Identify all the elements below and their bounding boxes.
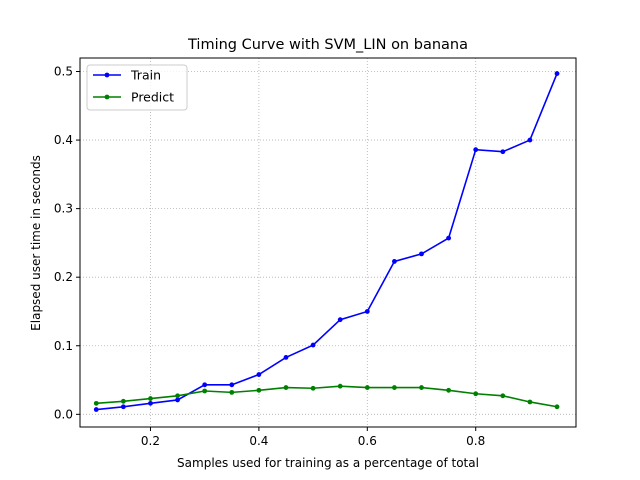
x-tick-label: 0.8 [466,434,485,448]
legend-box [86,64,188,111]
grid [80,58,576,427]
data-point-predict [93,400,99,406]
data-point-predict [337,383,343,389]
data-point-train [446,235,452,241]
data-point-predict [419,385,424,390]
data-point-train [527,137,533,143]
legend: Train Predict [86,64,188,111]
data-point-predict [527,399,533,405]
data-point-predict [446,387,452,393]
data-point-train [473,147,479,153]
data-point-train [202,382,208,388]
plot-frame [79,57,577,428]
y-tick-label: 0.3 [54,202,73,216]
data-point-train [310,342,316,348]
legend-label-predict: Predict [131,90,174,105]
series-line-predict [96,385,558,408]
data-point-train [337,317,343,323]
y-tick-label: 0.1 [54,339,73,353]
data-point-train [364,309,370,314]
data-point-predict [500,393,506,399]
data-point-train [148,400,153,406]
data-point-train [554,71,560,76]
x-tick-label: 0.6 [358,434,377,448]
data-point-train [93,407,99,412]
data-point-predict [120,398,126,404]
data-point-predict [256,387,262,393]
data-point-predict [310,385,316,391]
data-point-train [500,149,506,155]
data-point-predict [554,404,560,410]
data-point-predict [473,391,479,397]
data-point-train [229,382,235,388]
x-axis-label: Samples used for training as a percentag… [177,456,479,470]
y-tick-label: 0.0 [54,407,73,421]
series-line-train [96,73,558,411]
data-point-train [283,355,289,360]
y-axis-label: Elapsed user time in seconds [29,155,43,331]
data-point-predict [202,388,208,394]
chart-title: Timing Curve with SVM_LIN on banana [187,37,468,53]
x-tick-label: 0.2 [141,434,160,448]
data-point-predict [175,393,180,399]
x-tick-label: 0.4 [249,434,268,448]
data-point-predict [229,389,235,395]
data-point-predict [283,385,289,390]
legend-marker-predict [104,94,110,100]
legend-label-train: Train [130,68,161,83]
data-point-predict [148,396,153,401]
data-point-predict [392,385,397,390]
y-tick-label: 0.2 [54,270,73,284]
y-tick-label: 0.5 [54,65,73,79]
legend-marker-train [104,72,110,78]
data-point-train [419,251,424,257]
data-point-train [175,397,180,403]
data-point-train [120,404,126,410]
ticks: 0.2 0.4 0.6 0.8 0.0 0.1 0.2 0.3 0.4 0.5 [54,65,485,448]
data-point-predict [364,385,370,390]
series-group [93,71,560,412]
data-point-train [256,372,262,377]
data-point-train [392,259,397,264]
y-tick-label: 0.4 [54,133,73,147]
